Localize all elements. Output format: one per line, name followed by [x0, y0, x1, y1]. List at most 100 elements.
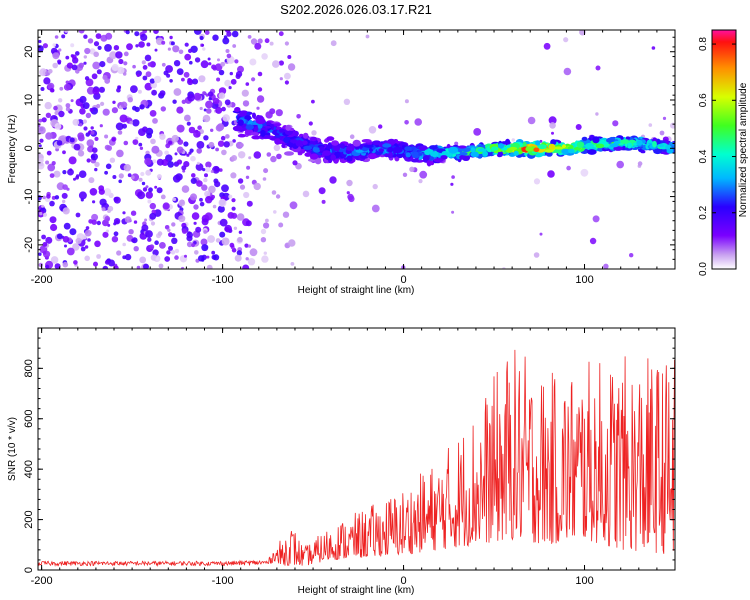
spectrogram-noise-blob	[144, 157, 152, 166]
spectrogram-noise-blob	[164, 150, 169, 156]
spectrogram-noise-blob	[117, 130, 123, 135]
spectrogram-noise-blob	[190, 177, 197, 184]
spectrogram-noise-blob	[205, 100, 213, 109]
spectrogram-noise-blob	[218, 69, 225, 76]
spectrogram-noise-blob	[96, 103, 101, 109]
spectrogram-noise-blob	[226, 53, 232, 59]
spectrogram-noise-blob	[45, 236, 53, 244]
spectrogram-noise-blob	[254, 42, 262, 50]
spectrogram-ridge-blob	[508, 146, 518, 151]
spectrogram-noise-blob	[45, 160, 50, 165]
spectrogram-ridge-blob	[257, 123, 263, 129]
spectrogram-noise-blob	[123, 51, 129, 57]
spectrogram-noise-blob	[94, 167, 98, 172]
spectrogram-noise-blob	[263, 222, 270, 229]
spectrogram-noise-blob	[158, 263, 164, 269]
spectrogram-noise-blob	[124, 253, 132, 261]
spectrogram-x-tick-label: 0	[400, 274, 406, 286]
spectrogram-noise-blob	[236, 250, 243, 256]
spectrogram-noise-blob	[592, 215, 600, 223]
spectrogram-ridge-blob	[548, 143, 556, 150]
spectrogram-noise-blob	[205, 196, 213, 204]
spectrogram-noise-blob	[54, 195, 60, 200]
spectrogram-noise-blob	[78, 170, 87, 178]
spectrogram-noise-blob	[133, 220, 138, 224]
spectrogram-noise-blob	[122, 123, 127, 129]
spectrogram-noise-blob	[89, 188, 98, 196]
spectrogram-noise-blob	[84, 255, 90, 262]
spectrogram-noise-blob	[111, 236, 119, 243]
spectrogram-y-tick-label: 10	[23, 94, 35, 106]
spectrogram-noise-blob	[563, 37, 569, 43]
spectrogram-noise-blob	[63, 83, 71, 91]
spectrogram-noise-blob	[106, 145, 112, 151]
spectrogram-noise-blob	[192, 78, 199, 85]
spectrogram-noise-blob	[271, 190, 277, 195]
spectrogram-noise-blob	[329, 176, 337, 184]
spectrogram-noise-blob	[186, 241, 193, 248]
spectrogram-noise-blob	[100, 101, 105, 106]
spectrogram-noise-blob	[104, 44, 112, 52]
spectrogram-noise-blob	[130, 210, 137, 216]
spectrogram-noise-blob	[191, 243, 196, 248]
spectrogram-noise-blob	[79, 108, 86, 115]
spectrogram-noise-blob	[202, 47, 206, 51]
spectrogram-noise-blob	[126, 43, 133, 51]
spectrogram-noise-blob	[147, 237, 152, 242]
spectrogram-noise-blob	[144, 218, 148, 222]
spectrogram-ridge-blob	[553, 149, 564, 154]
spectrogram-noise-blob	[115, 122, 124, 131]
spectrogram-noise-blob	[225, 49, 230, 53]
spectrogram-noise-blob	[245, 175, 250, 179]
spectrogram-noise-blob	[149, 244, 155, 250]
spectrogram-noise-blob	[38, 157, 44, 164]
spectrogram-noise-blob	[137, 191, 146, 200]
spectrogram-noise-blob	[48, 69, 53, 74]
spectrogram-marks	[38, 30, 675, 269]
spectrogram-noise-blob	[84, 245, 89, 249]
spectrogram-noise-blob	[39, 138, 44, 143]
spectrogram-noise-blob	[232, 139, 236, 143]
spectrogram-noise-blob	[80, 198, 84, 202]
spectrogram-noise-blob	[38, 262, 43, 268]
spectrogram-noise-blob	[42, 212, 48, 217]
spectrogram-noise-blob	[231, 212, 238, 219]
spectrogram-ridge-blob	[440, 155, 448, 160]
spectrogram-ridge-blob	[504, 138, 511, 146]
spectrogram-ridge-blob	[378, 148, 385, 152]
spectrogram-noise-blob	[139, 104, 145, 110]
spectrogram-noise-blob	[142, 65, 148, 70]
spectrogram-noise-blob	[94, 161, 100, 168]
spectrogram-noise-blob	[42, 242, 48, 247]
spectrogram-noise-blob	[178, 199, 186, 207]
spectrogram-noise-blob	[115, 51, 123, 59]
spectrogram-noise-blob	[102, 108, 110, 116]
spectrogram-noise-blob	[56, 233, 63, 240]
snr-x-tick-label: 0	[400, 575, 406, 587]
spectrogram-noise-blob	[246, 165, 251, 170]
spectrogram-noise-blob	[138, 177, 143, 182]
spectrogram-noise-blob	[200, 238, 208, 246]
spectrogram-noise-blob	[616, 160, 624, 169]
spectrogram-noise-blob	[66, 247, 75, 256]
spectrogram-noise-blob	[154, 185, 158, 189]
spectrogram-ridge-blob	[429, 145, 438, 150]
spectrogram-noise-blob	[66, 62, 73, 69]
spectrogram-ridge-blob	[587, 149, 597, 155]
spectrogram-noise-blob	[46, 150, 52, 156]
spectrogram-ridge-blob	[270, 137, 276, 141]
spectrogram-noise-blob	[145, 185, 149, 189]
spectrogram-noise-blob	[662, 116, 667, 120]
spectrogram-noise-blob	[38, 252, 42, 256]
spectrogram-noise-blob	[224, 99, 231, 106]
spectrogram-ridge-blob	[653, 148, 662, 155]
spectrogram-noise-blob	[90, 126, 94, 130]
spectrogram-noise-blob	[196, 161, 200, 165]
spectrogram-ridge-blob	[254, 126, 259, 132]
spectrogram-noise-blob	[162, 202, 170, 210]
spectrogram-noise-blob	[57, 61, 61, 65]
spectrogram-noise-blob	[242, 264, 250, 269]
spectrogram-noise-blob	[145, 191, 153, 199]
spectrogram-noise-blob	[116, 149, 124, 158]
spectrogram-noise-blob	[178, 49, 184, 55]
